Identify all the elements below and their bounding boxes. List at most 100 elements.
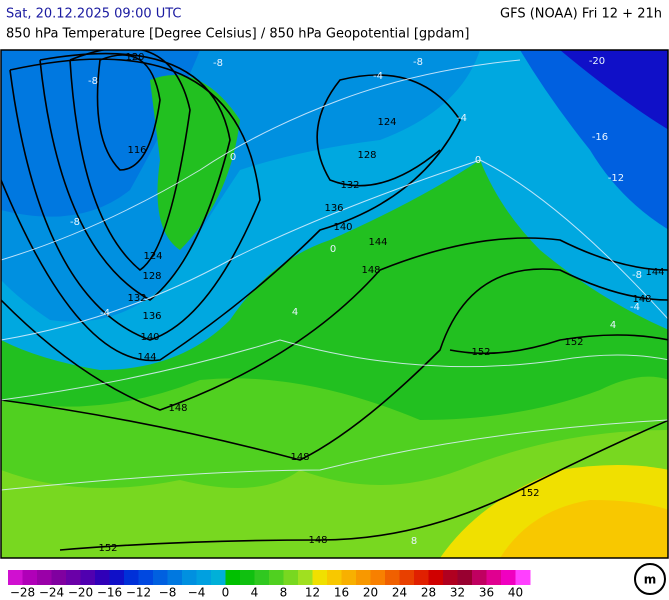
date-label: Sat, 20.12.2025 09:00 UTC: [6, 7, 182, 22]
colorbar-tick-label: 4: [251, 586, 259, 600]
geopotential-label: 148: [308, 535, 327, 546]
geopotential-label: 132: [127, 293, 146, 304]
colorbar-tick-label: −4: [188, 586, 206, 600]
geopotential-label: 136: [324, 203, 343, 214]
colorbar-segment: [124, 570, 139, 585]
colorbar-tick-label: 40: [508, 586, 523, 600]
colorbar-tick-label: −16: [97, 586, 122, 600]
geopotential-label: 144: [137, 352, 156, 363]
map-area: [1, 50, 668, 558]
cold-region: [560, 50, 668, 130]
model-label: GFS (NOAA) Fri 12 + 21h: [500, 7, 662, 22]
colorbar-segment: [22, 570, 38, 585]
isotherms: [1, 59, 668, 491]
colorbar-segment: [240, 570, 255, 585]
geopotential-label: 148: [361, 265, 380, 276]
geopotential-label: 128: [357, 150, 376, 161]
colorbar-segment: [370, 570, 386, 585]
temperature-label: -4: [373, 71, 383, 82]
colorbar-segment: [312, 570, 328, 585]
warm-region: [500, 500, 668, 558]
subtitle: 850 hPa Temperature [Degree Celsius] / 8…: [6, 27, 469, 42]
geopotential-label: 148: [168, 403, 187, 414]
colorbar-segment: [501, 570, 516, 585]
colorbar-segment: [341, 570, 357, 585]
geopotential-label: 120: [125, 52, 144, 63]
colorbar-segment: [298, 570, 313, 585]
colorbar-tick-label: 36: [479, 586, 494, 600]
geopotential-label: 148: [290, 452, 309, 463]
colorbar-segment: [8, 570, 23, 585]
geopotential-label: 140: [333, 222, 352, 233]
logo: [634, 563, 666, 595]
colorbar-segment: [428, 570, 444, 585]
colorbar-segment: [80, 570, 96, 585]
colorbar-segment: [196, 570, 212, 585]
colorbar-segment: [138, 570, 154, 585]
colorbar-segment: [153, 570, 168, 585]
temperature-label: -8: [213, 58, 223, 69]
temperature-label: -16: [592, 132, 608, 143]
colorbar-tick-label: 8: [280, 586, 288, 600]
geopotential-label: 116: [127, 145, 146, 156]
geopotential-label: 152: [564, 337, 583, 348]
colorbar-segment: [472, 570, 487, 585]
temperature-label: -20: [589, 56, 605, 67]
temperature-label: 8: [411, 536, 417, 547]
temperature-label: 4: [292, 307, 298, 318]
geopotential-label: 128: [142, 271, 161, 282]
logo-mark: m: [644, 573, 657, 587]
temperature-label: -4: [100, 308, 110, 319]
colorbar-segment: [515, 570, 531, 585]
temperature-label: 4: [610, 320, 616, 331]
temperature-label: 0: [230, 152, 236, 163]
colorbar-tick-label: 24: [392, 586, 407, 600]
colorbar-segment: [225, 570, 241, 585]
colorbar-segment: [66, 570, 81, 585]
temperature-label: -12: [608, 173, 624, 184]
colorbar-tick-label: 0: [222, 586, 230, 600]
colorbar-tick-label: −24: [39, 586, 64, 600]
temperature-label: -8: [632, 270, 642, 281]
colorbar-segment: [109, 570, 125, 585]
colorbar-segment: [399, 570, 415, 585]
colorbar-segment: [443, 570, 458, 585]
colorbar-segment: [95, 570, 110, 585]
colorbar-tick-label: −28: [10, 586, 35, 600]
colorbar-segment: [385, 570, 400, 585]
temperature-label: -8: [70, 217, 80, 228]
map-frame: [0, 49, 669, 559]
temperature-label: -8: [88, 76, 98, 87]
colorbar-segment: [414, 570, 429, 585]
temperature-label: -4: [457, 113, 467, 124]
temperature-label: 0: [475, 155, 481, 166]
temperature-label: -4: [630, 302, 640, 313]
geopotential-label: 152: [98, 543, 117, 554]
geopotential-label: 144: [645, 267, 664, 278]
colorbar-segment: [211, 570, 226, 585]
colorbar-segment: [182, 570, 197, 585]
geopotential-label: 124: [143, 251, 162, 262]
colorbar-tick-label: 32: [450, 586, 465, 600]
geopotential-label: 144: [368, 237, 387, 248]
colorbar-tick-label: 20: [363, 586, 378, 600]
colorbar-segment: [254, 570, 270, 585]
colorbar-tick-label: −8: [159, 586, 177, 600]
temperature-label: 0: [330, 244, 336, 255]
colorbar-segment: [457, 570, 473, 585]
geopotential-label: 136: [142, 311, 161, 322]
geopotential-label: 140: [140, 332, 159, 343]
geopotential-label: 152: [520, 488, 539, 499]
colorbar-tick-label: −12: [126, 586, 151, 600]
colorbar-tick-label: −20: [68, 586, 93, 600]
geopotential-label: 148: [632, 294, 651, 305]
colorbar-segment: [51, 570, 67, 585]
colorbar-segment: [269, 570, 284, 585]
colorbar-segment: [327, 570, 342, 585]
geopotential-label: 124: [377, 117, 396, 128]
land-warm: [150, 75, 240, 250]
colorbar-segment: [283, 570, 299, 585]
colorbar-segment: [37, 570, 52, 585]
